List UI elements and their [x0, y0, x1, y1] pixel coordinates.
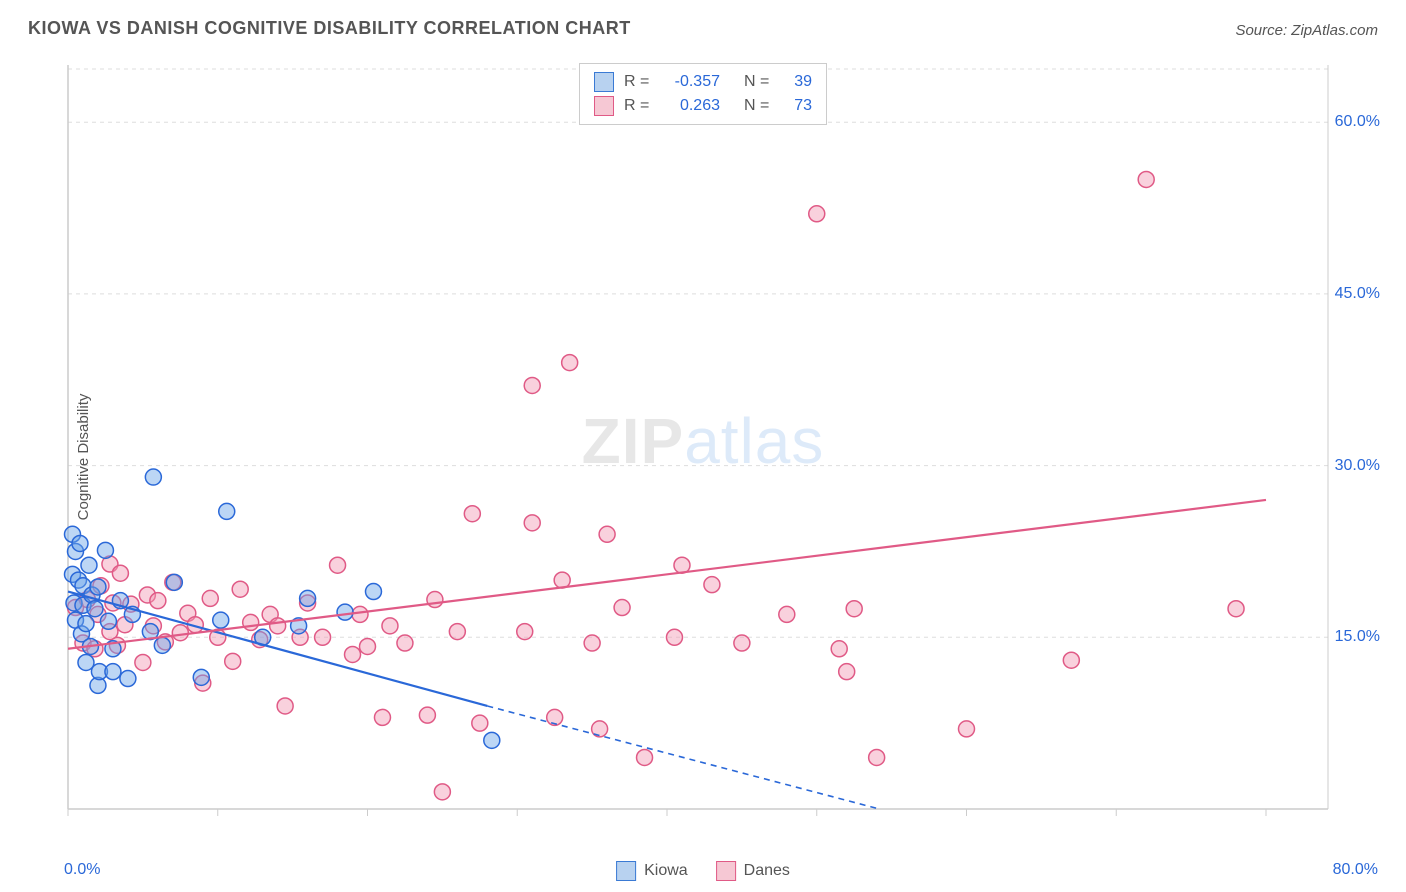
- scatter-point: [614, 600, 630, 616]
- legend-swatch: [594, 96, 614, 116]
- trend-line: [68, 592, 487, 706]
- scatter-point: [397, 635, 413, 651]
- scatter-point: [584, 635, 600, 651]
- scatter-point: [277, 698, 293, 714]
- scatter-point: [846, 601, 862, 617]
- scatter-point: [419, 707, 435, 723]
- y-tick-label: 15.0%: [1335, 628, 1380, 646]
- trend-line-dashed: [487, 706, 879, 809]
- chart-area: Cognitive Disability ZIPatlas R =-0.357N…: [28, 57, 1378, 857]
- trend-line: [68, 500, 1266, 649]
- series-legend: Kiowa Danes: [616, 861, 790, 881]
- scatter-point: [472, 715, 488, 731]
- n-label: N =: [744, 73, 772, 91]
- scatter-point: [337, 604, 353, 620]
- scatter-point: [90, 579, 106, 595]
- scatter-point: [202, 590, 218, 606]
- scatter-point: [166, 574, 182, 590]
- stats-legend: R = -0.357 N = 39 R = 0.263 N = 73: [579, 63, 827, 125]
- scatter-point: [809, 206, 825, 222]
- scatter-point: [1063, 652, 1079, 668]
- y-tick-label: 45.0%: [1335, 285, 1380, 303]
- scatter-point: [524, 515, 540, 531]
- scatter-point: [352, 606, 368, 622]
- scatter-point: [97, 542, 113, 558]
- scatter-point: [382, 618, 398, 634]
- scatter-point: [213, 612, 229, 628]
- header: KIOWA VS DANISH COGNITIVE DISABILITY COR…: [0, 0, 1406, 47]
- x-axis-max-label: 80.0%: [1333, 861, 1378, 879]
- scatter-point: [219, 503, 235, 519]
- scatter-point: [517, 624, 533, 640]
- scatter-point: [145, 469, 161, 485]
- scatter-point: [345, 646, 361, 662]
- scatter-point: [374, 709, 390, 725]
- scatter-point: [172, 625, 188, 641]
- scatter-point: [150, 593, 166, 609]
- r-label: R =: [624, 73, 652, 91]
- scatter-point: [637, 749, 653, 765]
- y-axis-label: Cognitive Disability: [75, 394, 92, 521]
- scatter-point: [734, 635, 750, 651]
- scatter-point: [427, 592, 443, 608]
- scatter-point: [959, 721, 975, 737]
- scatter-point: [666, 629, 682, 645]
- series-legend-item: Danes: [716, 861, 790, 881]
- scatter-point: [869, 749, 885, 765]
- legend-swatch: [716, 861, 736, 881]
- series-legend-item: Kiowa: [616, 861, 688, 881]
- scatter-point: [225, 653, 241, 669]
- scatter-point: [449, 624, 465, 640]
- n-value: 73: [782, 97, 812, 115]
- scatter-point: [112, 565, 128, 581]
- scatter-point: [524, 377, 540, 393]
- scatter-point: [779, 606, 795, 622]
- r-value: 0.263: [662, 97, 720, 115]
- scatter-point: [100, 613, 116, 629]
- scatter-point: [365, 584, 381, 600]
- source-label: Source: ZipAtlas.com: [1235, 22, 1378, 39]
- scatter-point: [464, 506, 480, 522]
- scatter-point: [81, 557, 97, 573]
- series-legend-label: Kiowa: [644, 862, 688, 880]
- scatter-point: [154, 637, 170, 653]
- scatter-plot: [28, 57, 1378, 857]
- scatter-point: [360, 638, 376, 654]
- stats-legend-row: R = -0.357 N = 39: [594, 70, 812, 94]
- r-label: R =: [624, 97, 652, 115]
- scatter-point: [105, 664, 121, 680]
- scatter-point: [135, 654, 151, 670]
- stats-legend-row: R = 0.263 N = 73: [594, 94, 812, 118]
- r-value: -0.357: [662, 73, 720, 91]
- scatter-point: [484, 732, 500, 748]
- n-value: 39: [782, 73, 812, 91]
- scatter-point: [243, 614, 259, 630]
- y-tick-label: 60.0%: [1335, 113, 1380, 131]
- y-tick-label: 30.0%: [1335, 457, 1380, 475]
- scatter-point: [193, 669, 209, 685]
- scatter-point: [330, 557, 346, 573]
- scatter-point: [831, 641, 847, 657]
- scatter-point: [72, 535, 88, 551]
- scatter-point: [1138, 171, 1154, 187]
- x-axis-min-label: 0.0%: [64, 861, 100, 879]
- scatter-point: [562, 355, 578, 371]
- scatter-point: [315, 629, 331, 645]
- scatter-point: [87, 601, 103, 617]
- scatter-point: [704, 577, 720, 593]
- scatter-point: [599, 526, 615, 542]
- scatter-point: [120, 671, 136, 687]
- scatter-point: [300, 590, 316, 606]
- scatter-point: [78, 616, 94, 632]
- legend-swatch: [616, 861, 636, 881]
- chart-title: KIOWA VS DANISH COGNITIVE DISABILITY COR…: [28, 18, 631, 39]
- scatter-point: [1228, 601, 1244, 617]
- scatter-point: [839, 664, 855, 680]
- n-label: N =: [744, 97, 772, 115]
- scatter-point: [232, 581, 248, 597]
- legend-swatch: [594, 72, 614, 92]
- scatter-point: [270, 618, 286, 634]
- series-legend-label: Danes: [744, 862, 790, 880]
- scatter-point: [434, 784, 450, 800]
